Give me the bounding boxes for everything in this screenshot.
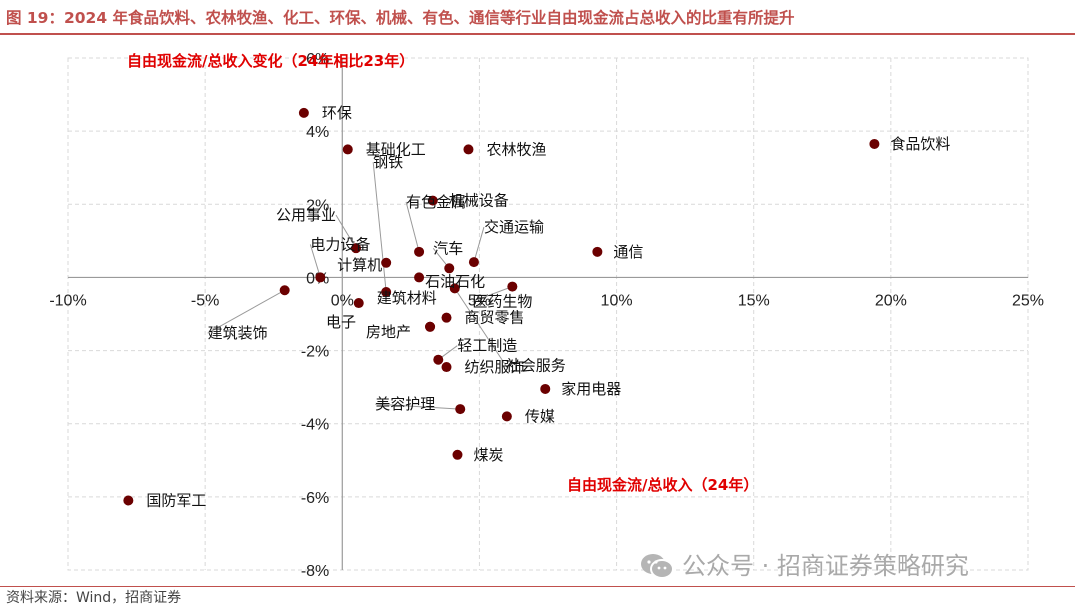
plot-frame — [67, 57, 1029, 571]
data-point — [425, 321, 436, 332]
label-leader-line — [473, 226, 485, 263]
data-point — [444, 263, 455, 274]
y-tick-label: -4% — [301, 417, 329, 434]
point-label: 建筑材料 — [377, 289, 437, 307]
data-point — [342, 144, 353, 155]
watermark: 公众号 · 招商证券策略研究 — [640, 548, 969, 584]
leader-lines — [207, 162, 513, 410]
label-leader-line — [472, 286, 513, 303]
point-label: 传媒 — [525, 407, 555, 425]
x-tick-label: -5% — [191, 292, 219, 309]
x-tick-label: 0% — [331, 292, 354, 309]
data-point — [427, 195, 438, 206]
point-label: 环保 — [322, 104, 352, 122]
data-point — [414, 246, 425, 257]
point-label: 社会服务 — [506, 356, 566, 374]
watermark-text: 公众号 · 招商证券策略研究 — [682, 552, 969, 580]
point-label: 纺织服饰 — [465, 358, 525, 376]
label-leader-line — [375, 403, 461, 410]
data-point — [353, 298, 364, 309]
data-point — [414, 272, 425, 283]
data-point — [441, 362, 452, 373]
data-point — [298, 107, 309, 118]
data-point — [507, 281, 518, 292]
data-point — [463, 144, 474, 155]
label-leader-line — [454, 288, 507, 366]
data-point — [123, 495, 134, 506]
point-label: 家用电器 — [561, 380, 621, 398]
x-tick-label: 15% — [738, 292, 770, 309]
x-axis-annotation: 自由现金流/总收入（24年） — [567, 476, 758, 494]
grid-layer — [67, 57, 1029, 571]
data-point — [381, 257, 392, 268]
label-leader-line — [207, 289, 285, 334]
point-label: 钢铁 — [373, 153, 403, 171]
data-point — [501, 411, 512, 422]
data-point — [381, 287, 392, 298]
data-point — [279, 285, 290, 296]
data-point — [455, 404, 466, 415]
y-tick-label: -8% — [301, 563, 329, 580]
point-label: 计算机 — [337, 256, 382, 274]
data-point — [452, 449, 463, 460]
data-point — [592, 246, 603, 257]
data-point — [351, 243, 361, 254]
data-point — [449, 283, 460, 294]
point-label: 农林牧渔 — [486, 140, 546, 158]
title-rule — [0, 33, 1075, 35]
label-leader-line — [372, 162, 387, 293]
data-point — [869, 138, 880, 149]
point-label: 轻工制造 — [457, 337, 517, 355]
source-note: 资料来源：Wind，招商证券 — [6, 590, 182, 606]
y-tick-label: -2% — [301, 344, 329, 361]
wechat-icon — [641, 554, 674, 579]
point-label: 煤炭 — [473, 446, 503, 464]
point-label: 医药生物 — [472, 293, 532, 311]
data-point — [441, 312, 452, 323]
data-point — [540, 383, 551, 394]
point-label: 商贸零售 — [465, 309, 525, 327]
figure-title: 图 19：2024 年食品饮料、农林牧渔、化工、环保、机械、有色、通信等行业自由… — [6, 9, 795, 27]
x-tick-label: 10% — [601, 292, 633, 309]
x-tick-label: 20% — [875, 292, 907, 309]
point-label: 石油石化 — [425, 272, 485, 290]
point-label: 通信 — [613, 243, 643, 261]
point-label: 食品饮料 — [890, 135, 950, 153]
label-leader-line — [309, 244, 321, 278]
point-label: 有色金属 — [406, 193, 466, 211]
footer-rule — [0, 586, 1075, 587]
point-label: 汽车 — [433, 239, 463, 257]
data-point — [315, 272, 326, 283]
point-label: 交通运输 — [484, 218, 544, 236]
y-tick-label: 4% — [306, 124, 329, 141]
point-label: 电力设备 — [310, 235, 370, 253]
label-leader-line — [335, 214, 357, 249]
point-layer — [123, 107, 880, 506]
point-label: 基础化工 — [366, 140, 426, 158]
y-tick-label: -6% — [301, 490, 329, 507]
scatter-chart: -10%-5%0%5%10%15%20%25%6%4%2%0%-2%-4%-6%… — [49, 51, 1044, 580]
axis-layer: -10%-5%0%5%10%15%20%25%6%4%2%0%-2%-4%-6%… — [49, 51, 1044, 580]
y-tick-label: 2% — [306, 197, 329, 214]
label-leader-line — [405, 201, 420, 252]
point-label: 房地产 — [366, 323, 411, 341]
x-tick-label: -10% — [49, 292, 86, 309]
point-label: 国防军工 — [146, 492, 206, 510]
y-tick-label: 6% — [306, 51, 329, 68]
y-axis-annotation: 自由现金流/总收入变化（24年相比23年） — [127, 52, 414, 70]
data-point — [468, 257, 479, 268]
point-label: 电子 — [326, 313, 356, 331]
data-point — [433, 354, 444, 365]
point-label: 机械设备 — [449, 192, 509, 210]
point-label: 公用事业 — [276, 206, 336, 224]
point-label: 美容护理 — [375, 395, 435, 413]
x-tick-label: 25% — [1012, 292, 1044, 309]
point-label: 建筑装饰 — [208, 324, 268, 342]
